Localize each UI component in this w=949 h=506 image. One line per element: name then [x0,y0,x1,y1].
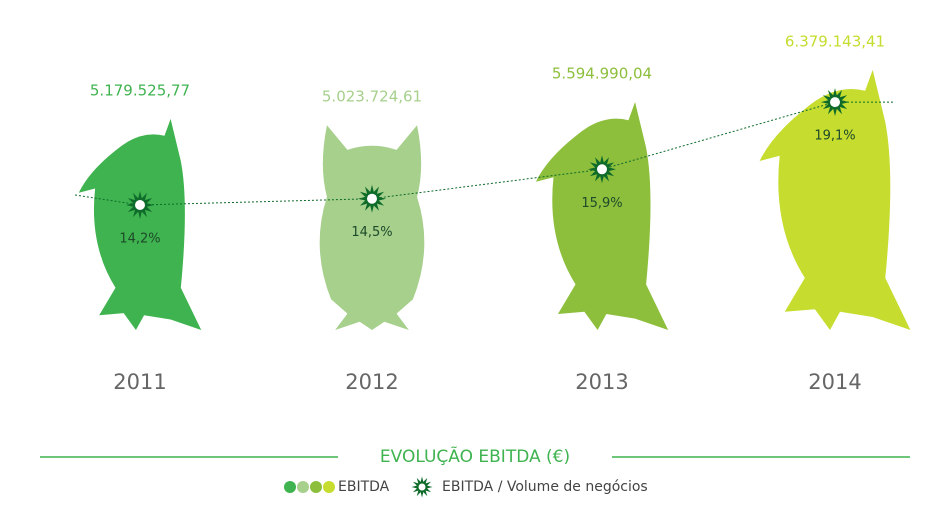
legend-swatch [284,481,296,493]
legend-swatch [297,481,309,493]
legend-label: EBITDA [338,479,390,495]
value-label: 6.379.143,41 [785,33,885,51]
legend-label: EBITDA / Volume de negócios [442,479,648,495]
ratio-label: 14,5% [351,225,392,240]
ratio-label: 14,2% [119,232,160,247]
value-label: 5.023.724,61 [322,88,422,106]
ratio-marker [821,88,849,117]
star-center [418,483,426,491]
x-tick-label: 2012 [345,370,398,394]
owl [319,125,425,330]
owl [535,101,669,330]
legend-swatch [323,481,335,493]
star-center [830,97,840,108]
chart-title: EVOLUÇÃO EBITDA (€) [380,445,570,467]
legend-swatch [310,481,322,493]
owl [78,118,202,331]
star-center [135,200,145,210]
star-center [367,193,377,204]
x-tick-label: 2014 [808,370,861,394]
ratio-marker [126,191,154,219]
x-tick-label: 2011 [113,370,166,394]
value-label: 5.179.525,77 [90,81,190,99]
owl [759,70,911,330]
x-tick-label: 2013 [575,370,628,394]
ratio-line [139,101,836,206]
ratio-label: 19,1% [814,129,855,144]
value-label: 5.594.990,04 [552,64,652,82]
ratio-marker [358,184,386,213]
legend-swatch [411,476,433,498]
ratio-marker [588,155,616,184]
ratio-label: 15,9% [581,196,622,211]
star-center [597,164,607,175]
